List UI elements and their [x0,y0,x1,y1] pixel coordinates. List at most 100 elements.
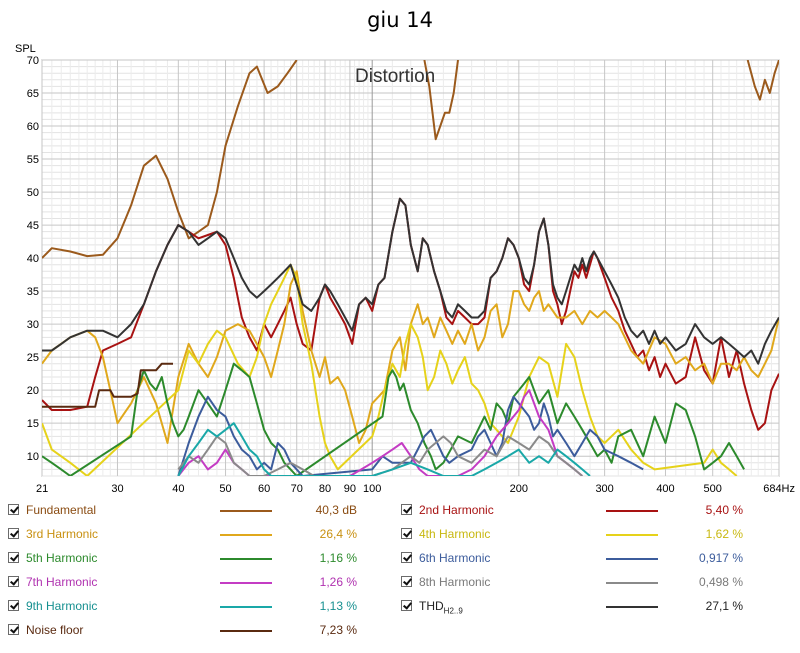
legend-swatch [606,534,658,536]
legend-item[interactable]: 6th Harmonic 0,917 % [393,550,793,568]
chart-title: giu 14 [367,8,433,32]
x-tick-label: 400 [656,483,674,495]
legend-checkbox[interactable] [8,528,19,539]
series-line-thd-h2-9 [42,197,779,365]
legend-label: 5th Harmonic [26,551,98,565]
series-line-fundamental [42,60,298,259]
legend-swatch [220,558,272,560]
legend-checkbox[interactable] [8,504,19,515]
legend-checkbox[interactable] [401,528,412,539]
y-tick-label: 20 [27,385,39,397]
legend-label: 4th Harmonic [419,527,491,541]
legend-value: 0,498 % [698,575,743,589]
legend-value: 27,1 % [705,599,743,613]
legend-item[interactable]: Fundamental 40,3 dB [0,502,400,520]
x-tick-label: 100 [363,483,381,495]
x-tick-label: 500 [704,483,722,495]
legend-item[interactable]: 9th Harmonic 1,13 % [0,598,400,616]
legend-swatch [220,582,272,584]
y-tick-label: 45 [27,220,39,232]
series-line-noise-floor [42,362,173,408]
y-tick-label: 50 [27,187,39,199]
ticks-layer: 10 15 20 25 30 35 40 45 50 55 60 65 70 21 30 40 50 60 70 80… [27,55,795,495]
y-tick-label: 30 [27,319,39,331]
legend-checkbox[interactable] [8,576,19,587]
legend-checkbox[interactable] [8,600,19,611]
x-tick-label: 40 [172,483,184,495]
legend-checkbox[interactable] [401,504,412,515]
x-tick-label: 60 [258,483,270,495]
legend-label: 7th Harmonic [26,575,98,589]
legend-swatch [220,510,272,512]
legend-label: 9th Harmonic [26,599,98,613]
y-tick-label: 15 [27,418,39,430]
legend-label: 2nd Harmonic [419,503,494,517]
legend-value: 0,917 % [698,551,743,565]
y-tick-label: 25 [27,352,39,364]
x-tick-label: 50 [219,483,231,495]
series-line-3rd-harmonic [42,270,779,444]
y-tick-label: 70 [27,55,39,67]
legend-item[interactable]: 7th Harmonic 1,26 % [0,574,400,592]
x-tick-label: 200 [510,483,528,495]
chart-annotation: Distortion [355,66,435,87]
series-layer [42,60,779,476]
x-tick-label: 300 [595,483,613,495]
y-tick-label: 10 [27,451,39,463]
legend-value: 7,23 % [319,623,357,637]
x-tick-label: 80 [319,483,331,495]
legend-checkbox[interactable] [401,552,412,563]
legend-swatch [220,630,272,632]
y-tick-label: 35 [27,286,39,298]
series-line-6th-harmonic [177,395,644,476]
series-line-2nd-harmonic [42,197,779,431]
legend-item[interactable]: Noise floor 7,23 % [0,622,400,640]
grid-major [41,59,780,476]
x-tick-label: 90 [344,483,356,495]
series-line-fundamental [423,60,459,141]
legend-checkbox[interactable] [401,600,412,611]
legend-checkbox[interactable] [8,624,19,635]
x-tick-label: 70 [291,483,303,495]
legend-value: 5,40 % [705,503,743,517]
distortion-chart: 10 15 20 25 30 35 40 45 50 55 60 65 70 21 30 40 50 60 70 80… [15,43,795,495]
legend-value: 1,16 % [319,551,357,565]
y-tick-label: 60 [27,121,39,133]
legend-swatch [606,582,658,584]
legend-value: 1,13 % [319,599,357,613]
legend-value: 1,62 % [705,527,743,541]
legend-swatch [220,534,272,536]
series-line-8th-harmonic [177,435,583,476]
legend-checkbox[interactable] [401,576,412,587]
legend-item[interactable]: THDH2..9 27,1 % [393,598,793,616]
y-tick-label: 65 [27,88,39,100]
legend-label: Fundamental [26,503,97,517]
legend-checkbox[interactable] [8,552,19,563]
y-tick-label: 55 [27,154,39,166]
legend-swatch [606,558,658,560]
legend-label: Noise floor [26,623,84,637]
legend-swatch [220,606,272,608]
x-tick-label: 30 [111,483,123,495]
x-tick-label: 684Hz [763,483,795,495]
legend-value: 1,26 % [319,575,357,589]
legend-item[interactable]: 3rd Harmonic 26,4 % [0,526,400,544]
series-line-fundamental [746,60,779,101]
legend-label: 3rd Harmonic [26,527,99,541]
legend-label: THDH2..9 [419,599,463,616]
legend-value: 40,3 dB [315,503,357,517]
legend-item[interactable]: 2nd Harmonic 5,40 % [393,502,793,520]
y-axis-label: SPL [15,43,36,55]
y-tick-label: 40 [27,253,39,265]
x-tick-label: 21 [36,483,48,495]
legend-swatch [606,606,658,608]
legend: Fundamental 40,3 dB 3rd Harmonic 26,4 % 5th … [0,502,800,652]
legend-item[interactable]: 5th Harmonic 1,16 % [0,550,400,568]
series-line-9th-harmonic [177,422,591,476]
legend-value: 26,4 % [319,527,357,541]
legend-item[interactable]: 8th Harmonic 0,498 % [393,574,793,592]
legend-item[interactable]: 4th Harmonic 1,62 % [393,526,793,544]
legend-swatch [606,510,658,512]
legend-label: 8th Harmonic [419,575,491,589]
legend-label: 6th Harmonic [419,551,491,565]
